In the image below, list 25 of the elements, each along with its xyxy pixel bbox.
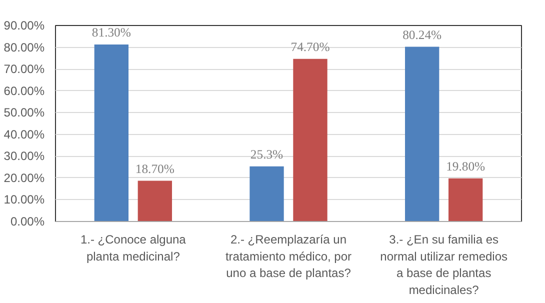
data-label: 80.24% <box>402 28 442 42</box>
x-tick-label: 1.- ¿Conoce alguna planta medicinal? <box>80 232 186 264</box>
bar <box>94 44 129 222</box>
x-tick-label: 3.- ¿En su familia es normal utilizar remedios a base de plantas medicinales? <box>380 232 508 297</box>
y-tick-label: 0.00% <box>10 214 45 228</box>
data-label: 74.70% <box>290 40 330 54</box>
y-tick-label: 90.00% <box>4 18 45 32</box>
data-label: 25.3% <box>250 147 284 162</box>
y-tick-label: 80.00% <box>4 40 45 54</box>
data-label: 19.80% <box>446 159 486 174</box>
data-label: 18.70% <box>135 162 175 176</box>
y-tick-label: 10.00% <box>4 192 45 207</box>
bar <box>250 166 284 222</box>
y-tick-label: 60.00% <box>4 84 45 98</box>
y-tick-label: 30.00% <box>4 149 45 164</box>
bar <box>448 178 483 222</box>
y-tick-label: 70.00% <box>4 62 45 76</box>
y-tick-label: 20.00% <box>4 170 45 185</box>
bar <box>138 180 172 222</box>
data-label: 81.30% <box>92 25 132 40</box>
x-tick-label: 2.- ¿Reemplazaría un tratamiento médico, por uno a base de plantas? <box>225 232 352 280</box>
y-tick-label: 40.00% <box>4 127 45 142</box>
y-tick-label: 50.00% <box>4 106 45 120</box>
bar <box>293 58 328 222</box>
bar <box>405 46 440 222</box>
